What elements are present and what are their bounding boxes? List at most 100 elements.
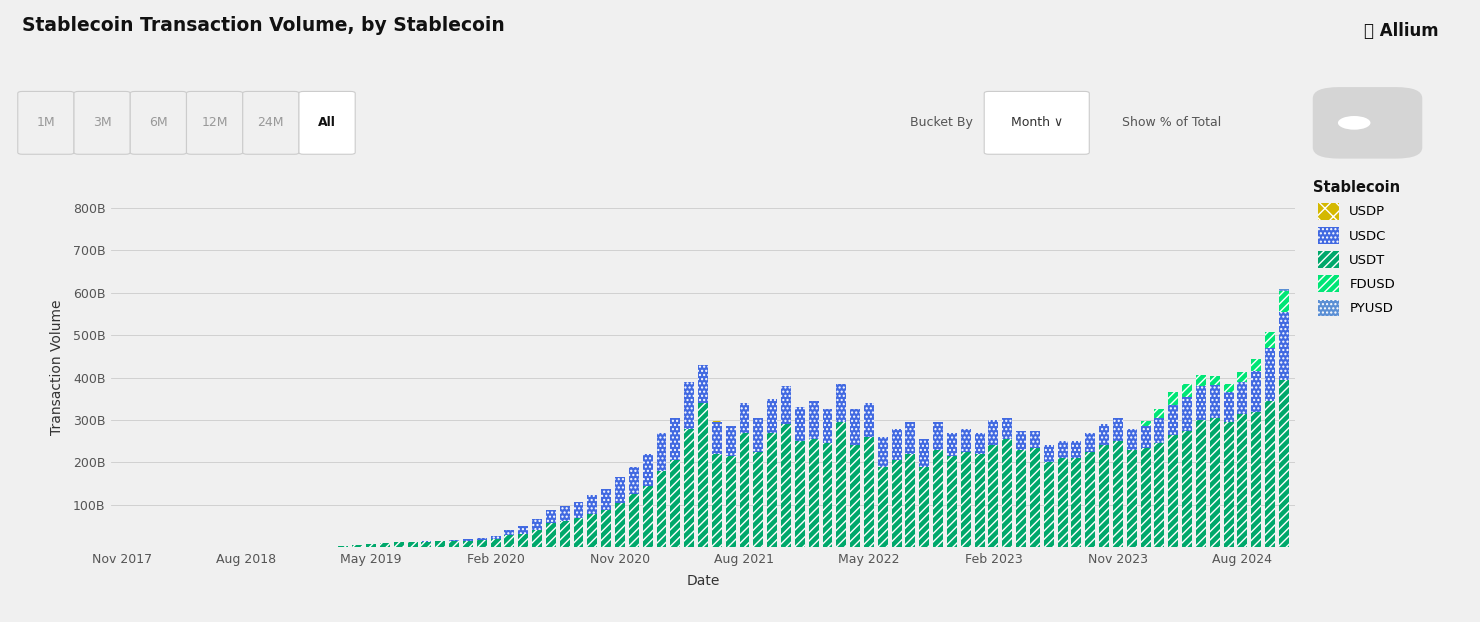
Bar — [836, 422, 847, 547]
Bar — [1168, 405, 1178, 435]
Bar — [629, 494, 639, 547]
Bar — [961, 429, 971, 452]
Bar — [1154, 418, 1165, 443]
Text: All: All — [318, 116, 336, 129]
Bar — [1043, 463, 1054, 547]
Bar — [339, 546, 348, 547]
Bar — [1113, 441, 1123, 547]
Bar — [601, 489, 611, 510]
X-axis label: Date: Date — [687, 574, 719, 588]
Bar — [463, 539, 472, 541]
Bar — [795, 407, 805, 441]
Bar — [1224, 422, 1234, 547]
Bar — [1251, 360, 1261, 371]
Bar — [1141, 427, 1150, 448]
Bar — [422, 542, 431, 547]
Bar — [781, 386, 790, 424]
Bar — [1196, 386, 1206, 420]
Bar — [1224, 392, 1234, 422]
Bar — [463, 541, 472, 547]
Bar — [864, 437, 875, 547]
Bar — [1196, 376, 1206, 386]
Bar — [1072, 458, 1082, 547]
Bar — [753, 418, 764, 452]
Bar — [616, 503, 625, 547]
Bar — [1168, 435, 1178, 547]
Bar — [1209, 418, 1220, 547]
Bar — [477, 540, 487, 547]
Bar — [934, 422, 943, 450]
Bar — [1224, 384, 1234, 392]
Bar — [588, 514, 598, 547]
Bar — [1100, 424, 1109, 445]
Bar — [1072, 441, 1082, 458]
Bar — [1265, 332, 1276, 348]
Bar — [725, 427, 736, 456]
Bar — [699, 403, 707, 547]
Bar — [670, 418, 681, 460]
Text: Show % of Total: Show % of Total — [1122, 116, 1221, 129]
Bar — [448, 540, 459, 541]
Bar — [574, 501, 583, 519]
Bar — [574, 519, 583, 547]
Bar — [1183, 384, 1191, 397]
Bar — [1100, 445, 1109, 547]
Text: 12M: 12M — [201, 116, 228, 129]
Bar — [1237, 382, 1248, 414]
Bar — [1237, 414, 1248, 547]
Bar — [1085, 452, 1095, 547]
Bar — [947, 433, 958, 456]
Bar — [906, 422, 916, 454]
Bar — [1017, 450, 1026, 547]
Bar — [407, 542, 417, 547]
Bar — [795, 441, 805, 547]
Bar — [559, 521, 570, 547]
Bar — [559, 506, 570, 521]
Bar — [352, 545, 363, 547]
Bar — [919, 439, 929, 466]
Bar — [1237, 373, 1248, 382]
Bar — [601, 510, 611, 547]
Bar — [1002, 439, 1012, 547]
Bar — [1058, 458, 1067, 547]
Bar — [740, 433, 749, 547]
Bar — [961, 452, 971, 547]
Bar — [699, 365, 707, 403]
Bar — [448, 541, 459, 547]
Bar — [989, 445, 999, 547]
Bar — [684, 382, 694, 429]
Bar — [1265, 348, 1276, 401]
Bar — [546, 510, 556, 522]
Bar — [1251, 412, 1261, 547]
Bar — [518, 534, 528, 547]
Bar — [642, 486, 653, 547]
Bar — [1209, 385, 1220, 418]
Bar — [712, 421, 722, 422]
Bar — [670, 460, 681, 547]
Bar — [808, 439, 818, 547]
Bar — [712, 454, 722, 547]
Bar — [878, 437, 888, 466]
Bar — [1154, 409, 1165, 418]
Bar — [864, 403, 875, 437]
Bar — [1209, 376, 1220, 385]
Bar — [435, 541, 445, 547]
Bar — [712, 422, 722, 454]
Bar — [919, 466, 929, 547]
Text: Month ∨: Month ∨ — [1011, 116, 1063, 129]
Bar — [1279, 312, 1289, 379]
Bar — [490, 536, 500, 539]
Bar — [1251, 371, 1261, 412]
Bar — [1183, 397, 1191, 430]
Bar — [366, 544, 376, 547]
Bar — [947, 456, 958, 547]
Bar — [1058, 441, 1067, 458]
Bar — [891, 429, 901, 460]
Bar — [657, 433, 666, 471]
Bar — [642, 454, 653, 486]
Bar — [1154, 443, 1165, 547]
Y-axis label: Transaction Volume: Transaction Volume — [50, 299, 65, 435]
Bar — [1113, 418, 1123, 441]
Bar — [422, 541, 431, 542]
Bar — [1141, 448, 1150, 547]
